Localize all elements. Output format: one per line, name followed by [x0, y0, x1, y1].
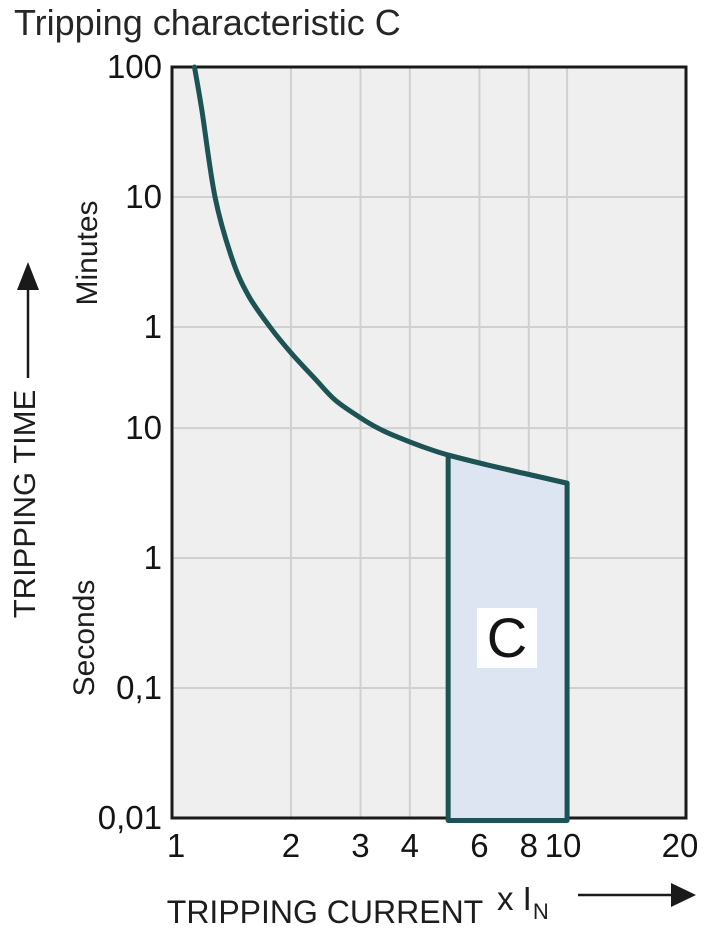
region-c-label: C [486, 606, 528, 669]
x-axis-multiplier-subscript: N [532, 899, 549, 924]
y-tick-label: 1 [143, 307, 162, 345]
plot-border [170, 65, 688, 820]
y-tick-label: 0,1 [116, 669, 162, 707]
y-tick-label: 100 [106, 48, 162, 85]
x-tick-label: 4 [400, 827, 420, 864]
x-axis-multiplier-text: x I [497, 880, 532, 917]
x-axis-multiplier: x IN [497, 880, 549, 925]
y-tick-label: 10 [125, 409, 162, 447]
plot-area [172, 67, 686, 818]
x-tick-label: 2 [281, 827, 301, 864]
x-tick-label: 6 [470, 827, 489, 864]
y-tick-label: 10 [125, 177, 162, 215]
x-tick-label: 3 [351, 827, 370, 864]
region-c-label-box: C [477, 608, 537, 668]
y-tick-label: 0,01 [97, 799, 162, 836]
x-tick-label: 20 [661, 827, 699, 864]
y-tick-label: 1 [143, 539, 162, 577]
x-axis-title: TRIPPING CURRENT [166, 894, 484, 928]
x-tick-label: 8 [519, 827, 538, 864]
up-arrow-icon [17, 262, 39, 290]
page-title: Tripping characteristic C [14, 2, 401, 43]
right-arrow-icon [671, 883, 696, 907]
x-tick-label: 10 [544, 827, 582, 864]
tripping-curve [191, 64, 570, 486]
y-axis-title: TRIPPING TIME [7, 389, 42, 619]
x-tick-label: 1 [166, 827, 186, 864]
